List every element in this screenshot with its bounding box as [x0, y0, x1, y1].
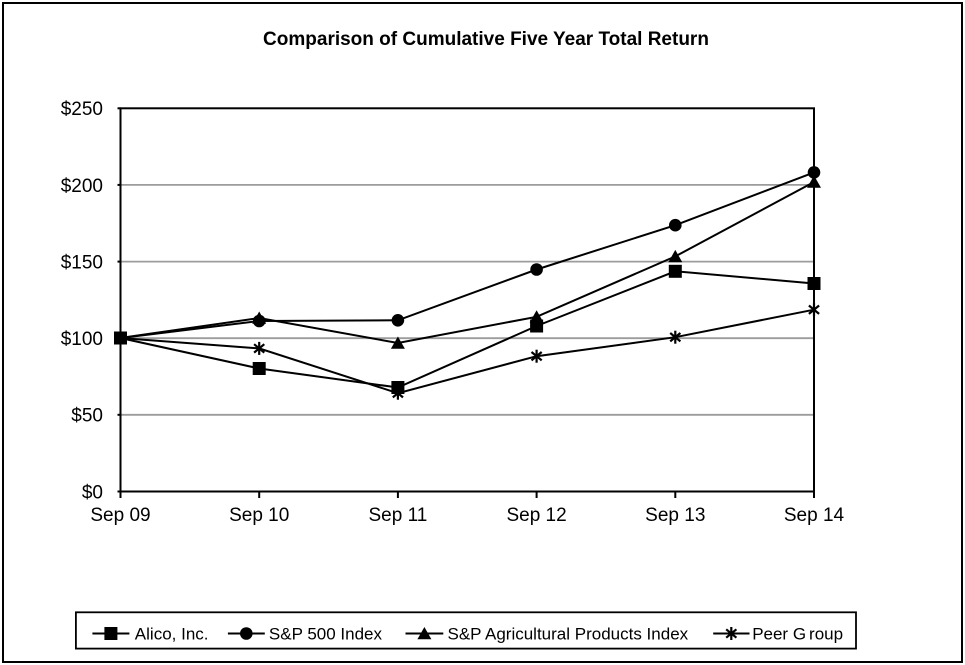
svg-text:Comparison of Cumulative Five: Comparison of Cumulative Five Year Total… [263, 29, 709, 50]
svg-text:Sep 12: Sep 12 [506, 505, 566, 526]
svg-text:S&P 500 Index: S&P 500 Index [269, 624, 383, 643]
svg-text:S&P Agricultural Products Inde: S&P Agricultural Products Index [448, 624, 689, 643]
svg-text:$0: $0 [82, 482, 103, 503]
svg-text:Alico, Inc.: Alico, Inc. [135, 624, 209, 643]
svg-text:$100: $100 [61, 329, 103, 350]
svg-text:Sep 09: Sep 09 [90, 505, 150, 526]
svg-text:Sep 11: Sep 11 [368, 505, 427, 526]
svg-text:Sep 13: Sep 13 [645, 505, 705, 526]
svg-text:$250: $250 [61, 99, 103, 120]
svg-text:$50: $50 [71, 406, 103, 427]
svg-text:Sep 10: Sep 10 [229, 505, 289, 526]
svg-text:$200: $200 [61, 176, 103, 197]
svg-text:$150: $150 [61, 253, 103, 274]
svg-text:Sep 14: Sep 14 [784, 505, 845, 526]
